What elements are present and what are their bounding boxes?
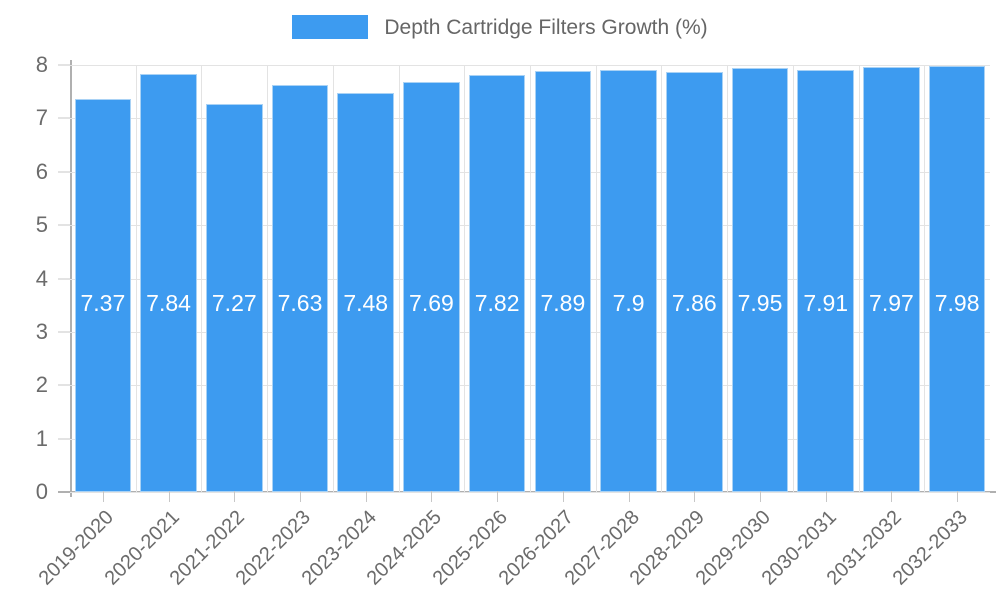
bar-group: 7.69 <box>399 65 465 492</box>
bar-group: 7.95 <box>727 65 793 492</box>
bar[interactable] <box>863 66 920 492</box>
bar[interactable] <box>337 92 394 492</box>
x-axis-tick-mark <box>629 491 630 502</box>
x-axis-ticks: 2019-2020 2020-2021 2021-2022 2022-2023 2023… <box>35 491 990 600</box>
bar-value-label: 7.89 <box>540 290 586 316</box>
bar-value-label: 7.69 <box>409 290 454 316</box>
y-axis-tick-mark <box>58 384 70 386</box>
bar-group: 7.9 <box>596 65 662 492</box>
bar-group: 7.48 <box>333 65 399 492</box>
x-axis-tick-mark <box>300 491 301 502</box>
x-axis-tick-mark <box>957 491 958 502</box>
x-axis-tick-mark <box>563 491 564 502</box>
y-axis-tick-label: 1 <box>35 425 48 451</box>
bar[interactable] <box>928 66 986 492</box>
bar-value-label: 7.9 <box>612 290 645 316</box>
bar-value-label: 7.98 <box>934 290 980 316</box>
bar-group: 7.98 <box>924 65 990 492</box>
y-axis-tick-mark <box>58 438 70 440</box>
bar-group: 7.82 <box>464 65 530 492</box>
bar[interactable] <box>206 103 263 492</box>
bar-value-label: 7.95 <box>737 290 783 316</box>
bar[interactable] <box>468 74 526 492</box>
x-axis-tick-mark <box>169 491 170 502</box>
x-axis-tick-mark <box>826 491 827 502</box>
y-axis-tick-mark <box>58 117 70 119</box>
bar-value-label: 7.82 <box>474 290 520 316</box>
bar-group: 7.91 <box>793 65 859 492</box>
x-axis-tick-mark <box>103 491 104 502</box>
bar[interactable] <box>140 73 197 492</box>
bar-group: 7.63 <box>267 65 333 492</box>
y-axis-tick-mark <box>58 171 70 173</box>
bar-group: 7.86 <box>661 65 727 492</box>
bar[interactable] <box>731 67 789 492</box>
bar-value-label: 7.91 <box>803 290 849 316</box>
x-axis-tick-mark <box>760 491 761 502</box>
chart-legend: Depth Cartridge Filters Growth (%) <box>0 12 1000 42</box>
y-axis-ticks: 0 1 2 3 4 5 6 7 8 <box>0 0 70 600</box>
bar-value-label: 7.48 <box>343 290 389 316</box>
bar[interactable] <box>534 70 592 492</box>
y-axis-tick-label: 0 <box>35 479 48 504</box>
plot-area: 7.37 7.84 7.27 7.63 7.48 7.69 7.82 7.89 7.9 7.86 7… <box>70 65 990 493</box>
bar-group: 7.89 <box>530 65 596 492</box>
y-axis-tick-label: 3 <box>35 318 48 344</box>
bar-group: 7.84 <box>136 65 202 492</box>
bar-group: 7.97 <box>859 65 925 492</box>
x-axis-tick-mark <box>497 491 498 502</box>
y-axis-tick-label: 2 <box>35 372 48 398</box>
bar-group: 7.27 <box>201 65 267 492</box>
y-axis-tick-mark <box>58 331 70 333</box>
bar-series-depth-cartridge-filters-growth: 7.37 7.84 7.27 7.63 7.48 7.69 7.82 7.89 7.9 7.86 7… <box>70 65 990 492</box>
bar-value-label: 7.84 <box>146 290 191 316</box>
legend-label-depth-cartridge-filters-growth: Depth Cartridge Filters Growth (%) <box>384 15 708 39</box>
bar[interactable] <box>271 84 329 492</box>
x-axis-tick-mark <box>694 491 695 502</box>
y-axis-tick-label: 5 <box>35 212 48 238</box>
y-axis-tick-label: 6 <box>35 158 48 184</box>
bar-value-label: 7.97 <box>869 290 914 316</box>
bar-value-label: 7.27 <box>211 290 257 316</box>
x-axis-tick-mark <box>234 491 235 502</box>
y-axis-tick-label: 4 <box>35 265 48 291</box>
bar-value-label: 7.37 <box>80 290 126 316</box>
y-axis-tick-mark <box>58 64 70 66</box>
bar-value-label: 7.63 <box>277 290 323 316</box>
y-axis-tick-label: 7 <box>35 105 48 131</box>
x-axis-tick-mark <box>891 491 892 502</box>
bar[interactable] <box>666 72 723 492</box>
bar[interactable] <box>74 98 132 492</box>
legend-swatch-depth-cartridge-filters-growth[interactable] <box>292 15 369 39</box>
bar[interactable] <box>600 70 657 492</box>
x-axis-tick-mark <box>366 491 367 502</box>
bar[interactable] <box>797 69 854 492</box>
bar[interactable] <box>403 81 460 492</box>
bar-value-label: 7.86 <box>671 290 717 316</box>
y-axis-tick-mark <box>58 224 70 226</box>
y-axis-tick-mark <box>58 278 70 279</box>
bar-group: 7.37 <box>70 65 136 492</box>
y-axis-tick-label: 8 <box>35 52 48 77</box>
x-axis-tick-mark <box>431 491 432 502</box>
